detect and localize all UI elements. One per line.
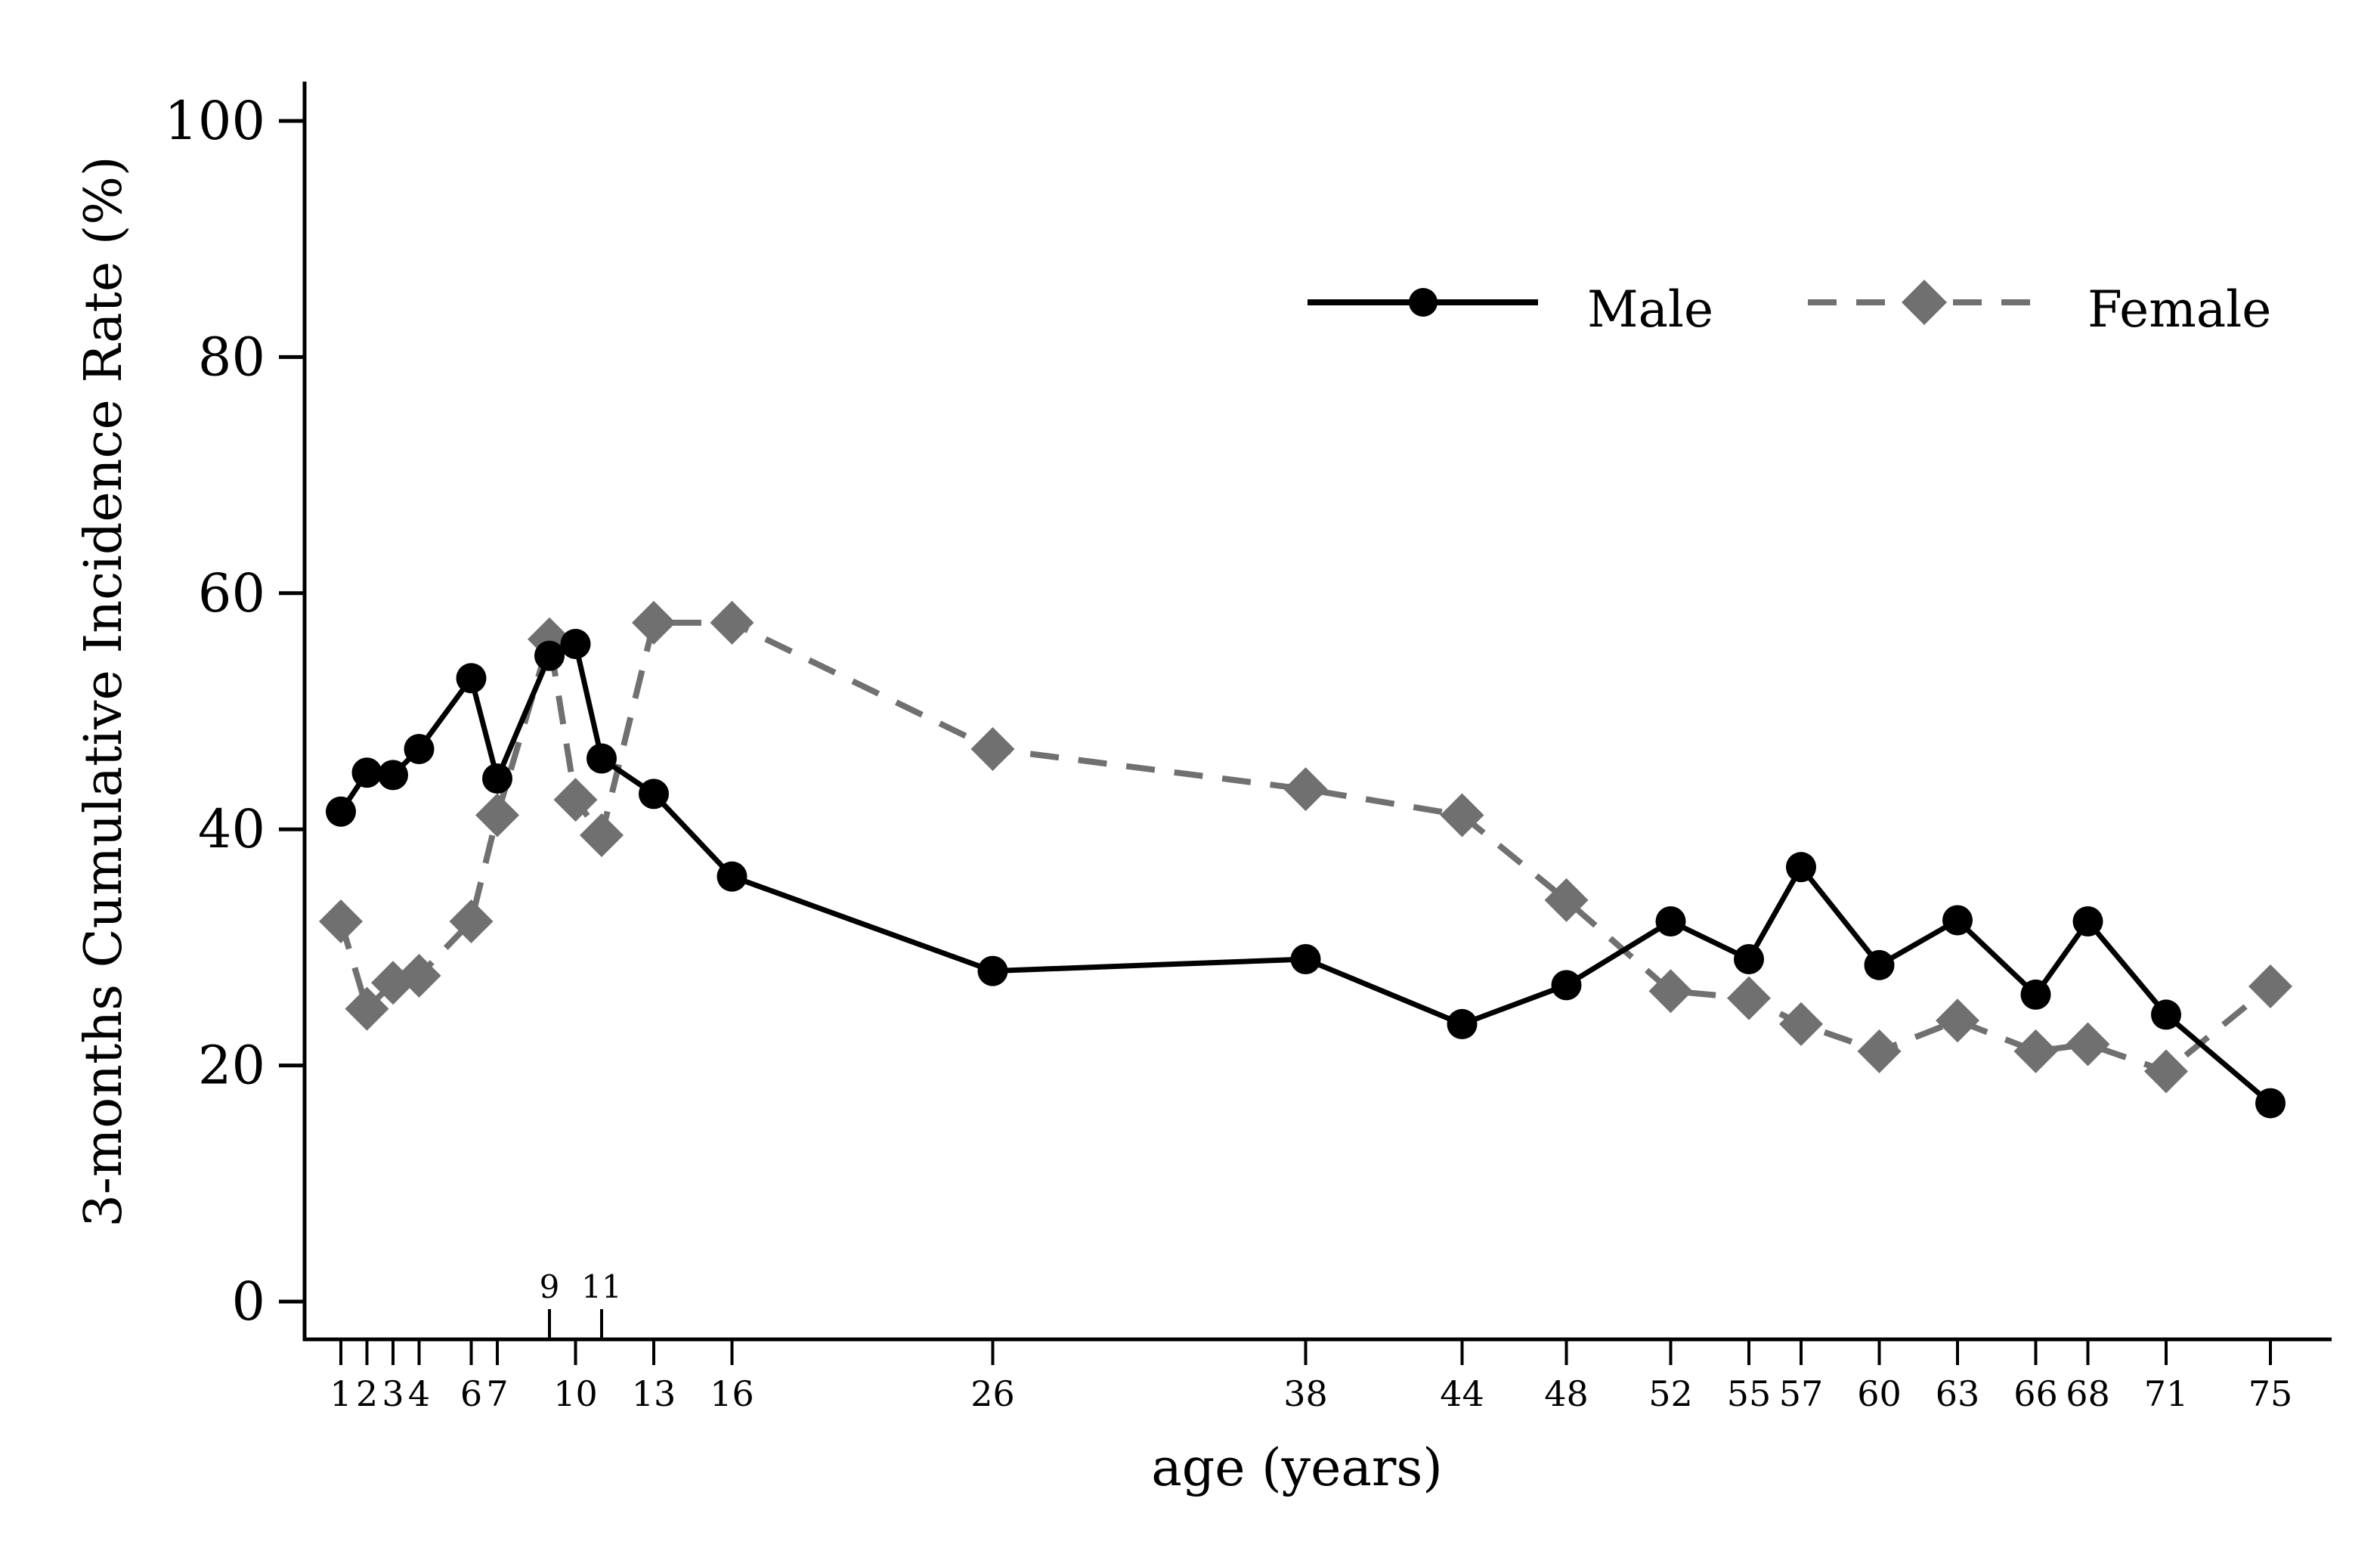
legend-male-marker — [1409, 288, 1438, 317]
x-tick-label: 13 — [632, 1373, 676, 1414]
male-data-point — [456, 663, 487, 694]
female-data-point — [319, 899, 363, 944]
series-layer — [319, 600, 2292, 1119]
male-data-point — [351, 757, 382, 788]
female-data-point — [1648, 969, 1693, 1014]
male-data-point — [1864, 949, 1895, 980]
x-tick-label: 10 — [553, 1373, 598, 1414]
y-tick-label: 20 — [198, 1035, 265, 1097]
axes: 0 20 40 60 80 100 1 2 3 4 6 7 10 13 16 26 38 44 48 52 55 57 60… — [164, 82, 2332, 1414]
female-data-point — [632, 600, 676, 645]
x-tick-label: 7 — [486, 1373, 508, 1414]
female-data-point — [345, 986, 389, 1031]
male-data-point — [326, 796, 356, 827]
male-data-point — [560, 628, 591, 659]
female-data-point — [1544, 878, 1589, 922]
male-data-point — [639, 779, 669, 810]
male-data-point — [977, 955, 1008, 986]
x-tick-label: 2 — [356, 1373, 378, 1414]
x-tick-label: 66 — [2013, 1373, 2058, 1414]
x-tick-label: 6 — [460, 1373, 482, 1414]
x-tick-label: 57 — [1779, 1373, 1824, 1414]
female-data-point — [2144, 1049, 2188, 1094]
y-tick-label: 80 — [198, 326, 265, 388]
y-tick-label: 100 — [164, 90, 265, 152]
female-data-point — [553, 778, 598, 822]
female-data-point — [397, 953, 441, 998]
female-series-line — [338, 619, 2273, 1075]
female-data-point — [1727, 976, 1771, 1020]
x-tick-label: 55 — [1727, 1373, 1772, 1414]
y-tick-label: 60 — [198, 562, 265, 624]
x-tick-label: 71 — [2144, 1373, 2189, 1414]
male-series-line — [339, 641, 2273, 1106]
x-tick-label: 16 — [710, 1373, 754, 1414]
male-data-point — [2072, 906, 2103, 937]
x-minor-tick-label: 9 — [540, 1268, 560, 1305]
x-tick-label: 52 — [1648, 1373, 1693, 1414]
female-data-point — [1936, 998, 1979, 1043]
x-tick-label: 26 — [970, 1373, 1015, 1414]
legend-female-marker — [1902, 280, 1947, 325]
male-data-point — [534, 640, 565, 671]
male-data-point — [378, 760, 408, 791]
x-tick-label: 75 — [2248, 1373, 2293, 1414]
male-data-point — [1551, 970, 1582, 1001]
female-data-point — [1440, 793, 1484, 837]
legend-male-label: Male — [1587, 280, 1713, 339]
male-data-point — [404, 733, 435, 764]
legend-female-label: Female — [2088, 280, 2271, 339]
female-data-point — [970, 726, 1015, 771]
male-data-point — [1942, 905, 1973, 936]
legend: Male Female — [1308, 280, 2271, 339]
x-tick-label: 44 — [1440, 1373, 1484, 1414]
male-data-point — [2151, 999, 2181, 1030]
male-data-point — [1786, 852, 1816, 883]
male-data-point — [1734, 944, 1764, 975]
male-data-point — [2020, 979, 2051, 1010]
y-tick-label: 40 — [198, 798, 265, 860]
x-tick-label: 38 — [1283, 1373, 1328, 1414]
male-data-point — [482, 763, 512, 794]
x-tick-label: 63 — [1936, 1373, 1980, 1414]
female-data-point — [2013, 1029, 2058, 1073]
male-data-point — [716, 861, 747, 892]
female-data-point — [475, 793, 519, 837]
x-tick-label: 60 — [1857, 1373, 1902, 1414]
y-axis-title: 3-months Cumulative Incidence Rate (%) — [74, 156, 134, 1227]
female-data-point — [1779, 1001, 1823, 1046]
male-data-point — [1655, 906, 1686, 937]
female-data-point — [580, 813, 624, 858]
y-tick-label: 0 — [231, 1271, 265, 1333]
x-tick-label: 4 — [408, 1373, 430, 1414]
female-data-point — [449, 899, 494, 944]
x-axis-title: age (years) — [1151, 1438, 1443, 1498]
male-data-point — [1290, 944, 1321, 975]
x-minor-tick-label: 11 — [581, 1268, 621, 1305]
female-data-point — [1857, 1029, 1902, 1073]
x-tick-label: 68 — [2066, 1373, 2110, 1414]
x-tick-label: 3 — [382, 1373, 404, 1414]
male-data-point — [586, 743, 617, 774]
female-data-point — [2248, 964, 2292, 1008]
x-tick-label: 1 — [330, 1373, 351, 1414]
female-data-point — [710, 600, 754, 645]
x-tick-label: 48 — [1544, 1373, 1589, 1414]
female-data-point — [2066, 1022, 2110, 1067]
male-data-point — [2255, 1088, 2286, 1119]
female-data-point — [1283, 767, 1328, 812]
male-data-point — [1447, 1008, 1478, 1039]
